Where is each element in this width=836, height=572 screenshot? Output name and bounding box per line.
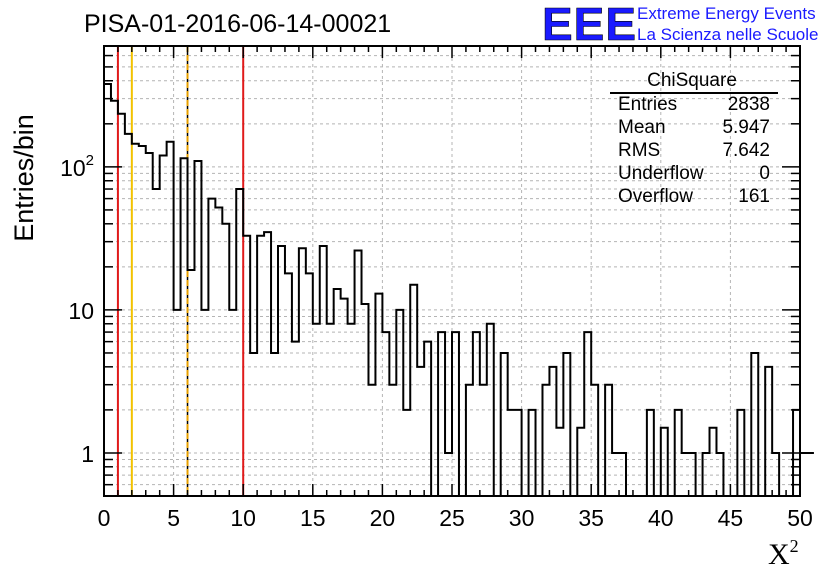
eee-logo: EEE <box>542 0 637 50</box>
x-tick-label: 25 <box>439 505 465 531</box>
x-tick-label: 45 <box>718 505 744 531</box>
x-tick-label: 5 <box>167 505 180 531</box>
chart-title: PISA-01-2016-06-14-00021 <box>84 10 391 38</box>
stats-row-value: 5.947 <box>722 117 770 138</box>
y-tick-label: 10 <box>68 298 94 324</box>
x-axis-label: X2 <box>768 536 799 571</box>
y-tick-label: 102 <box>60 152 94 181</box>
stats-row-label: Overflow <box>618 186 693 207</box>
stats-title: ChiSquare <box>647 70 737 91</box>
stats-row-label: Mean <box>618 117 666 138</box>
stats-row-label: Entries <box>618 94 677 115</box>
logo-line-1: Extreme Energy Events <box>637 4 816 23</box>
x-tick-label: 50 <box>787 505 813 531</box>
stats-row-label: Underflow <box>618 163 704 184</box>
x-tick-label: 0 <box>98 505 111 531</box>
y-tick-label: 1 <box>81 441 94 467</box>
x-tick-label: 30 <box>509 505 535 531</box>
x-tick-labels: 0 5 10 15 20 25 30 35 40 45 50 <box>98 505 813 531</box>
stats-box: ChiSquare Entries 2838 Mean 5.947 RMS 7.642 Un… <box>610 70 778 207</box>
x-tick-label: 20 <box>370 505 396 531</box>
logo-line-2: La Scienza nelle Scuole <box>637 25 818 44</box>
x-tick-label: 40 <box>648 505 674 531</box>
y-axis-label: Entries/bin <box>9 114 39 242</box>
x-tick-label: 35 <box>578 505 604 531</box>
stats-rows: Entries 2838 Mean 5.947 RMS 7.642 Underflow 0 Ov… <box>618 94 770 207</box>
stats-row-label: RMS <box>618 140 660 161</box>
y-tick-labels: 1 10 102 <box>60 152 94 467</box>
stats-row-value: 7.642 <box>722 140 770 161</box>
stats-row-value: 2838 <box>728 94 770 115</box>
stats-row-value: 0 <box>759 163 770 184</box>
axis-ticks <box>103 45 801 497</box>
stats-row-value: 161 <box>738 186 770 207</box>
threshold-lines <box>116 46 245 496</box>
x-tick-label: 15 <box>300 505 326 531</box>
x-tick-label: 10 <box>230 505 256 531</box>
histogram-series <box>104 82 814 497</box>
